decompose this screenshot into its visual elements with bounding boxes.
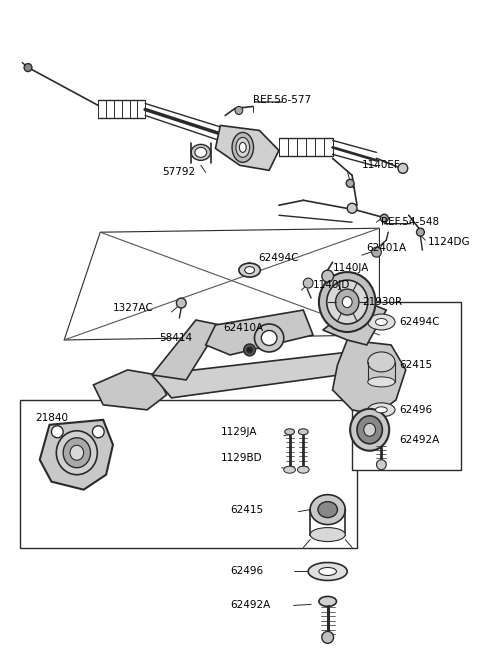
Polygon shape [152,350,376,398]
Ellipse shape [327,280,368,324]
Text: 1124DG: 1124DG [428,237,471,247]
Ellipse shape [298,466,309,473]
Circle shape [303,278,313,288]
Ellipse shape [318,502,337,517]
Ellipse shape [308,563,347,580]
Ellipse shape [375,407,387,413]
Ellipse shape [357,416,383,443]
Text: 57792: 57792 [162,167,195,178]
Ellipse shape [368,377,395,387]
Polygon shape [94,370,167,410]
Text: 62401A: 62401A [367,243,407,253]
Ellipse shape [232,132,253,162]
Ellipse shape [368,314,395,330]
Bar [352,302,461,470]
Text: 58414: 58414 [159,333,192,343]
Polygon shape [323,300,386,345]
Polygon shape [40,420,113,490]
Text: 1327AC: 1327AC [113,303,154,313]
Ellipse shape [336,289,359,315]
Circle shape [176,298,186,308]
Ellipse shape [285,429,295,435]
Text: 21930R: 21930R [362,297,402,307]
Circle shape [235,107,243,115]
Ellipse shape [319,567,336,576]
Ellipse shape [368,352,395,372]
Ellipse shape [240,142,246,153]
Text: 1129BD: 1129BD [220,453,262,462]
Text: 1140JA: 1140JA [333,263,369,273]
Ellipse shape [364,423,375,436]
Circle shape [322,631,334,643]
Text: 1140EF: 1140EF [362,160,401,170]
Text: 62494C: 62494C [258,253,299,263]
Text: 1140JD: 1140JD [313,280,350,290]
Text: 62415: 62415 [399,360,432,370]
Ellipse shape [319,272,375,332]
Circle shape [51,426,63,438]
Circle shape [376,460,386,470]
Text: 62494C: 62494C [399,317,440,327]
Ellipse shape [299,429,308,435]
Circle shape [417,228,424,236]
Text: 62496: 62496 [399,405,432,415]
Ellipse shape [261,331,277,345]
Text: REF.56-577: REF.56-577 [252,96,311,105]
Ellipse shape [254,324,284,352]
Ellipse shape [350,409,389,451]
Circle shape [347,203,357,214]
Text: 62492A: 62492A [399,435,439,445]
Circle shape [346,179,354,187]
Ellipse shape [245,267,254,274]
Circle shape [372,247,382,257]
Text: 62410A: 62410A [223,323,264,333]
Ellipse shape [310,495,345,525]
Bar [20,400,357,548]
Text: 62492A: 62492A [230,601,270,610]
Polygon shape [216,125,279,170]
Ellipse shape [368,403,395,417]
Text: 1129JA: 1129JA [220,427,257,437]
Circle shape [322,270,334,282]
Ellipse shape [319,597,336,607]
Circle shape [93,426,104,438]
Polygon shape [205,310,313,355]
Polygon shape [333,340,406,415]
Ellipse shape [375,318,387,326]
Ellipse shape [310,527,345,542]
Circle shape [398,163,408,174]
Ellipse shape [239,263,260,277]
Ellipse shape [284,466,296,473]
Ellipse shape [236,138,250,157]
Circle shape [244,344,255,356]
Ellipse shape [375,433,387,440]
Text: REF.54-548: REF.54-548 [382,217,440,227]
Text: 21840: 21840 [35,413,68,423]
Circle shape [24,64,32,71]
Ellipse shape [195,147,207,157]
Ellipse shape [191,144,211,160]
Polygon shape [152,320,220,380]
Text: 62415: 62415 [230,504,263,515]
Circle shape [381,214,388,222]
Ellipse shape [342,297,352,308]
Circle shape [247,347,252,353]
Ellipse shape [56,431,97,475]
Text: 62496: 62496 [230,567,263,576]
Ellipse shape [70,445,84,460]
Ellipse shape [63,438,91,468]
